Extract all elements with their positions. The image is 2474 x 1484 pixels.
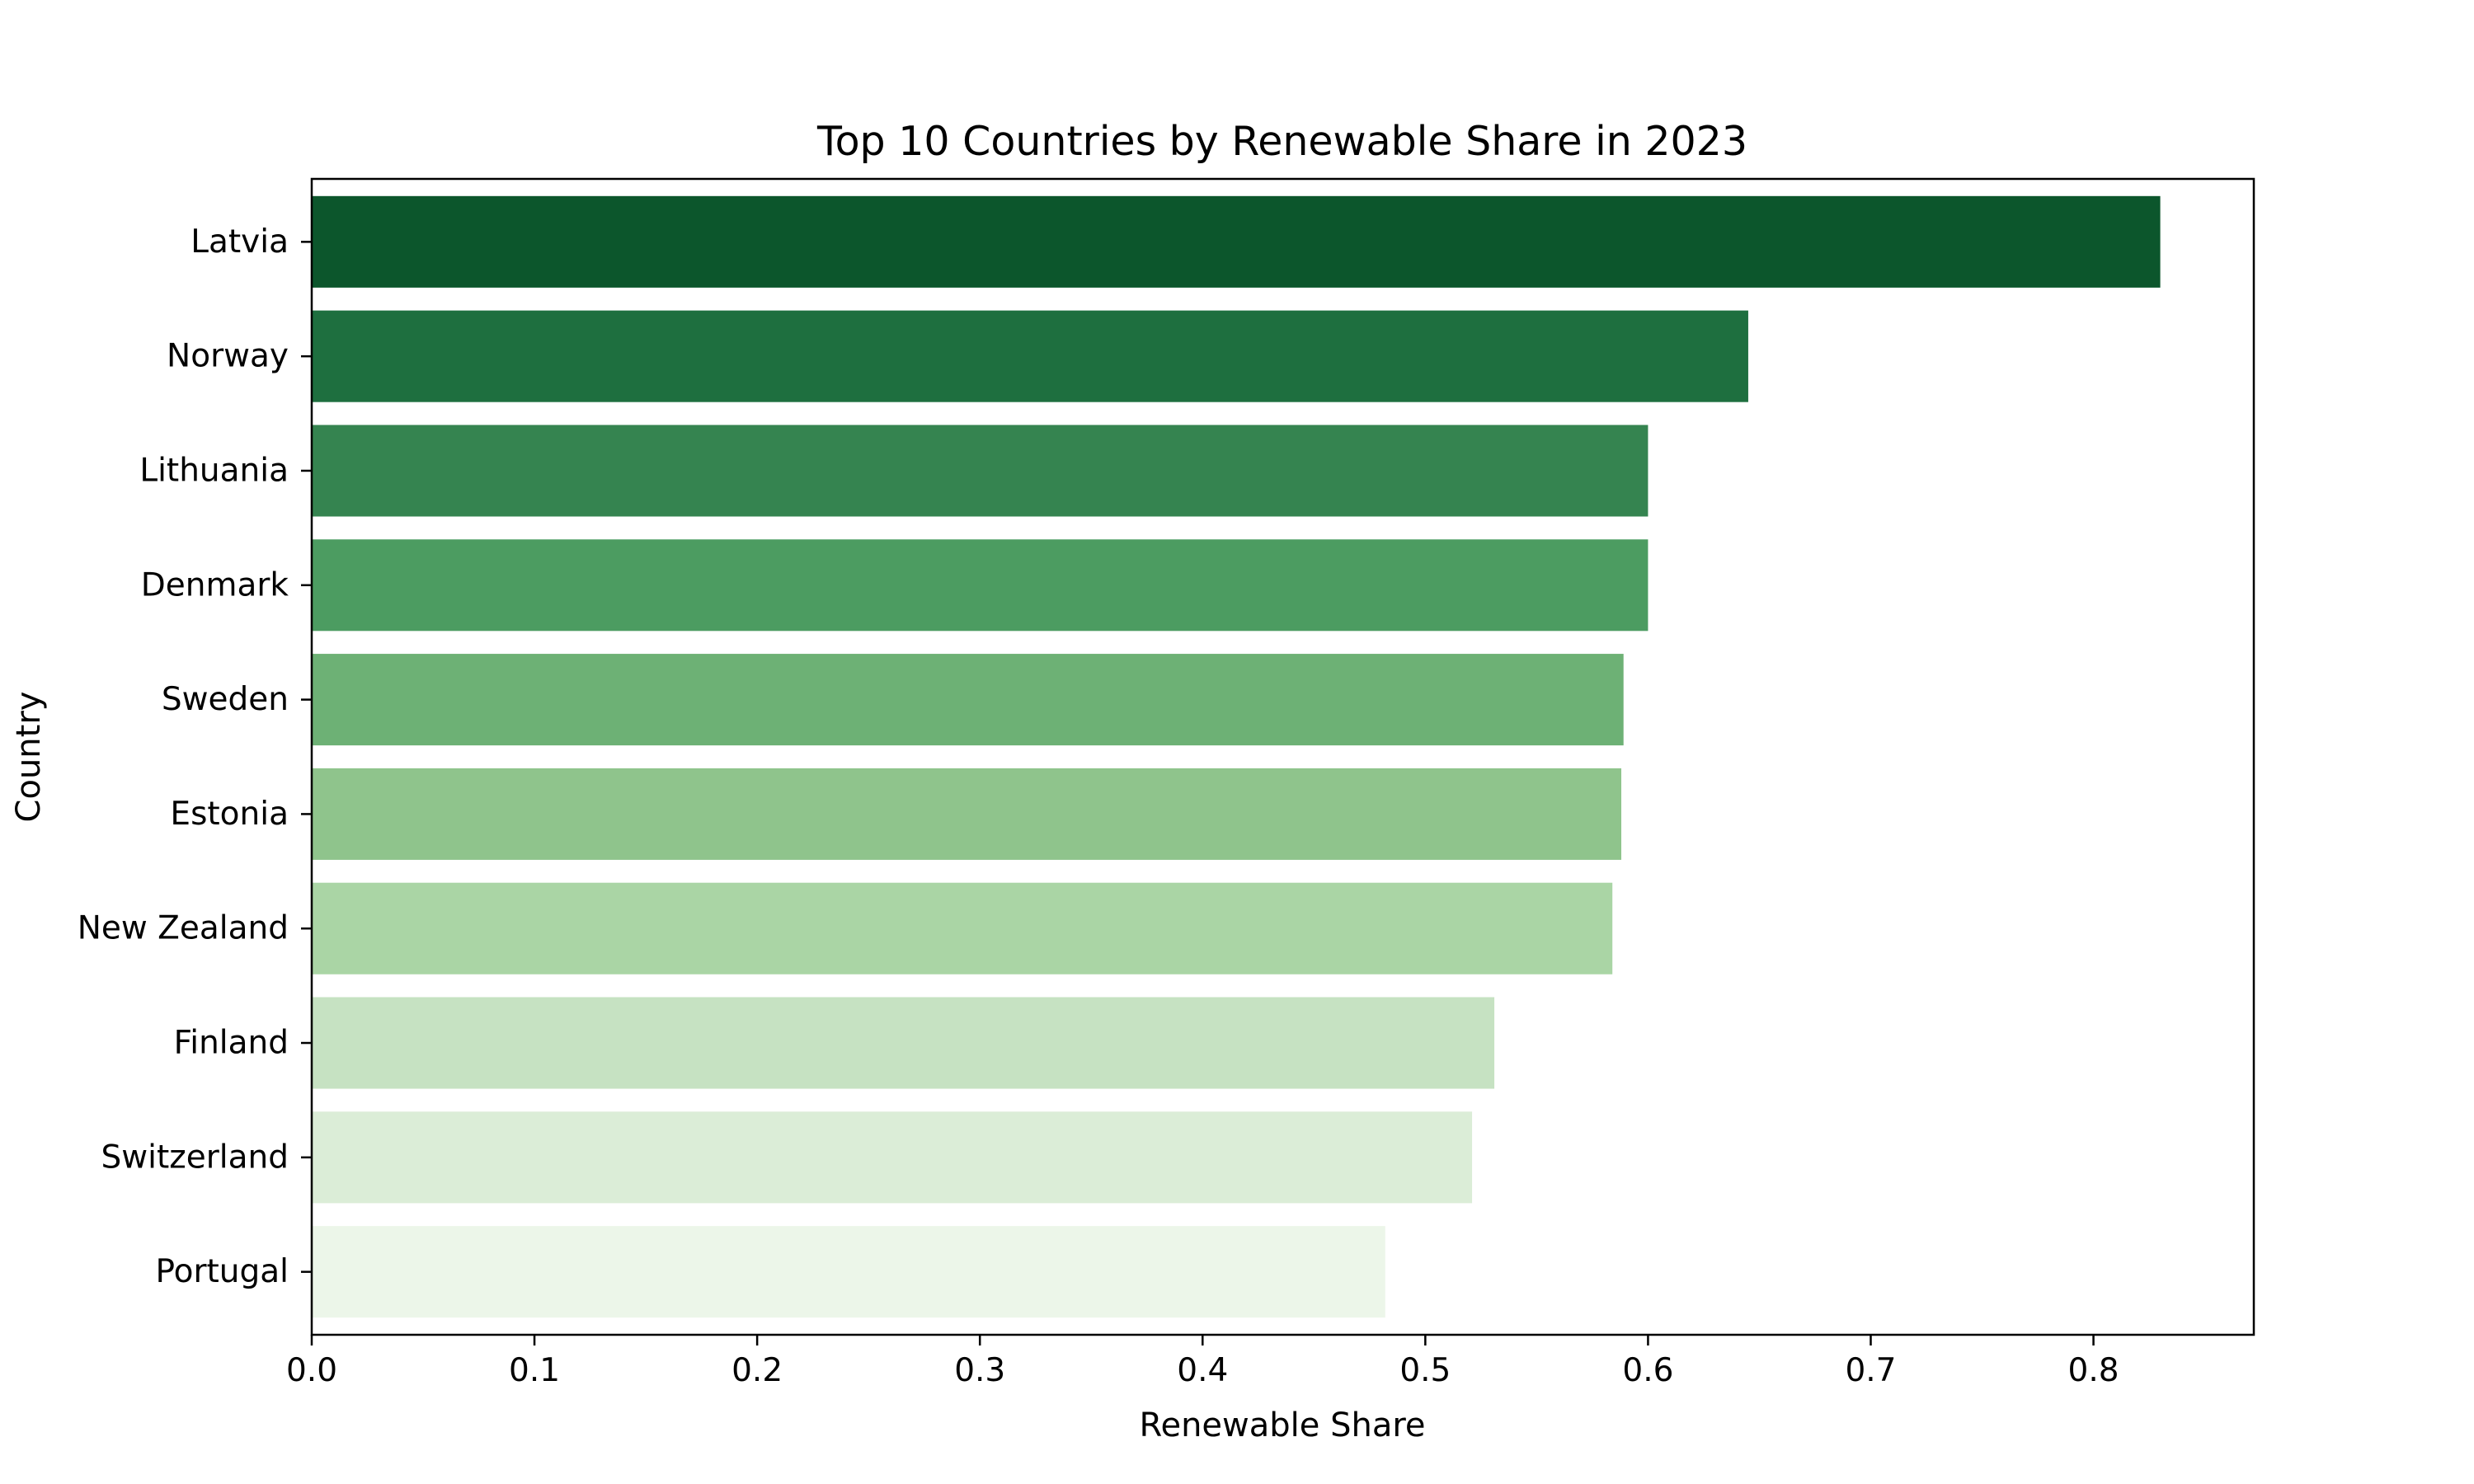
- x-tick-label: 0.3: [954, 1352, 1005, 1389]
- y-tick-label-latvia: Latvia: [190, 223, 289, 261]
- bar-latvia: [312, 195, 2161, 288]
- bar-norway: [312, 310, 1748, 402]
- x-tick-label: 0.8: [2068, 1352, 2119, 1389]
- y-tick-label-estonia: Estonia: [170, 796, 289, 833]
- x-tick-label: 0.2: [731, 1352, 783, 1389]
- bar-switzerland: [312, 1111, 1473, 1204]
- x-tick-label: 0.7: [1845, 1352, 1896, 1389]
- chart-title: Top 10 Countries by Renewable Share in 2…: [816, 118, 1747, 165]
- y-tick-label-sweden: Sweden: [162, 681, 289, 718]
- y-tick-label-lithuania: Lithuania: [139, 452, 289, 489]
- bars-group: [312, 195, 2161, 1318]
- bar-finland: [312, 997, 1495, 1089]
- y-tick-label-switzerland: Switzerland: [101, 1139, 289, 1176]
- y-tick-label-portugal: Portugal: [155, 1253, 289, 1290]
- bar-new-zealand: [312, 882, 1613, 974]
- x-tick-label: 0.6: [1622, 1352, 1673, 1389]
- y-tick-label-denmark: Denmark: [141, 566, 289, 603]
- bar-portugal: [312, 1226, 1385, 1318]
- plot-frame: [310, 177, 2255, 1336]
- y-axis-ticks: Latvia Norway Lithuania Denmark Sweden Estoni…: [78, 223, 312, 1290]
- y-tick-label-finland: Finland: [174, 1025, 289, 1062]
- x-tick-label: 0.5: [1399, 1352, 1451, 1389]
- bar-lithuania: [312, 425, 1649, 517]
- y-axis-label: Country: [10, 692, 48, 823]
- x-tick-label: 0.1: [509, 1352, 560, 1389]
- bar-denmark: [312, 539, 1649, 632]
- x-axis-ticks: 0.0 0.1 0.2 0.3 0.4 0.5 0.6 0.7 0.8: [286, 1335, 2119, 1389]
- bar-estonia: [312, 768, 1622, 860]
- y-tick-label-new-zealand: New Zealand: [78, 910, 289, 947]
- bar-sweden: [312, 654, 1624, 746]
- y-tick-label-norway: Norway: [167, 338, 289, 375]
- x-axis-label: Renewable Share: [1139, 1407, 1425, 1444]
- x-tick-label: 0.0: [286, 1352, 337, 1389]
- x-tick-label: 0.4: [1177, 1352, 1228, 1389]
